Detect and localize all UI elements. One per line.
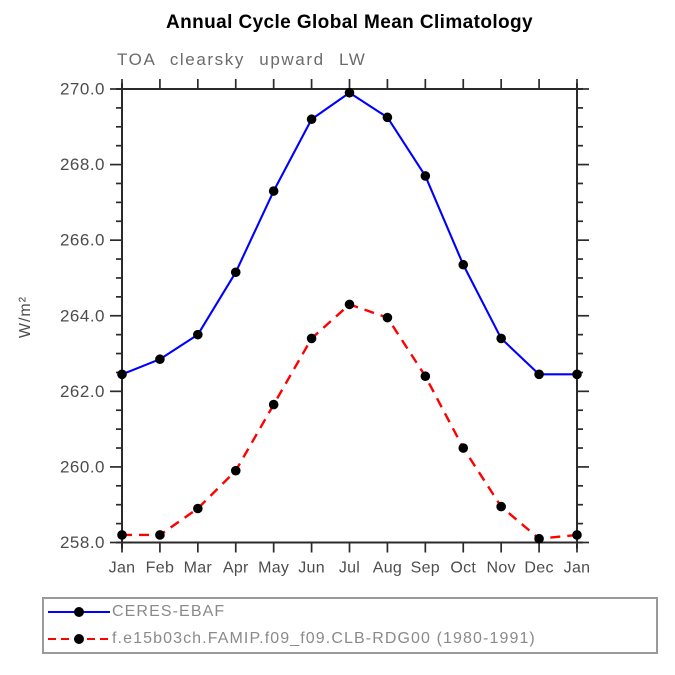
y-tick-label: 260.0: [60, 457, 105, 476]
data-point-marker: [496, 501, 506, 512]
month-axis-label: Jun: [298, 560, 325, 577]
month-axis-label: Aug: [373, 560, 402, 577]
y-tick-label: 266.0: [60, 231, 105, 250]
data-point-marker: [268, 186, 279, 196]
data-point-marker: [306, 333, 317, 344]
data-point-marker: [496, 333, 506, 344]
data-point-marker: [268, 399, 279, 410]
month-axis-label: Jul: [339, 560, 360, 577]
data-point-marker: [117, 530, 127, 540]
chart-title: Annual Cycle Global Mean Climatology: [165, 12, 533, 33]
y-tick-label: 262.0: [60, 382, 105, 401]
legend-item-ceres-ebaf: CERES-EBAF: [44, 599, 656, 625]
legend-line-sample-dashed-icon: [48, 633, 110, 644]
legend-line-sample-solid-icon: [48, 607, 110, 618]
series-line-0: [121, 91, 577, 376]
month-axis-label: Nov: [486, 560, 515, 577]
legend-label-ceres-ebaf: CERES-EBAF: [112, 603, 226, 621]
legend-item-model-run: f.e15b03ch.FAMIP.f09_f09.CLB-RDG00 (1980…: [44, 626, 656, 652]
month-axis-label: Dec: [524, 560, 553, 577]
chart-subtitle: TOA clearsky upward LW: [117, 50, 367, 69]
data-point-marker: [155, 354, 165, 365]
data-point-marker: [344, 87, 355, 98]
y-tick-label: 264.0: [60, 306, 105, 325]
data-point-marker: [193, 329, 203, 340]
data-point-marker: [382, 112, 393, 123]
month-axis-label: May: [258, 560, 289, 577]
month-axis-label: Sep: [411, 560, 440, 577]
month-axis-label: Jan: [564, 560, 591, 577]
data-point-marker: [572, 369, 582, 380]
month-axis-label: Mar: [184, 560, 213, 577]
month-axis-label: Oct: [450, 560, 476, 577]
legend: CERES-EBAF f.e15b03ch.FAMIP.f09_f09.CLB-…: [42, 597, 658, 654]
y-tick-label: 268.0: [60, 155, 105, 174]
data-point-marker: [230, 465, 241, 476]
data-point-marker: [420, 371, 431, 382]
data-point-marker: [534, 369, 544, 380]
legend-label-model-run: f.e15b03ch.FAMIP.f09_f09.CLB-RDG00 (1980…: [112, 629, 536, 647]
month-axis-label: Feb: [146, 560, 174, 577]
data-point-marker: [117, 369, 127, 380]
data-point-marker: [458, 259, 469, 270]
data-point-marker: [572, 530, 582, 540]
data-point-marker: [458, 443, 469, 453]
month-axis-label: Apr: [223, 560, 249, 577]
data-point-marker: [193, 503, 203, 514]
data-point-marker: [382, 312, 393, 323]
data-point-marker: [420, 171, 431, 181]
data-point-marker: [306, 114, 317, 125]
data-point-marker: [534, 533, 544, 544]
month-axis-label: Jan: [109, 560, 136, 577]
data-point-marker: [230, 267, 241, 278]
y-tick-label: 258.0: [60, 533, 105, 552]
y-tick-label: 270.0: [60, 80, 105, 99]
data-point-marker: [155, 530, 165, 540]
data-point-marker: [344, 299, 355, 310]
